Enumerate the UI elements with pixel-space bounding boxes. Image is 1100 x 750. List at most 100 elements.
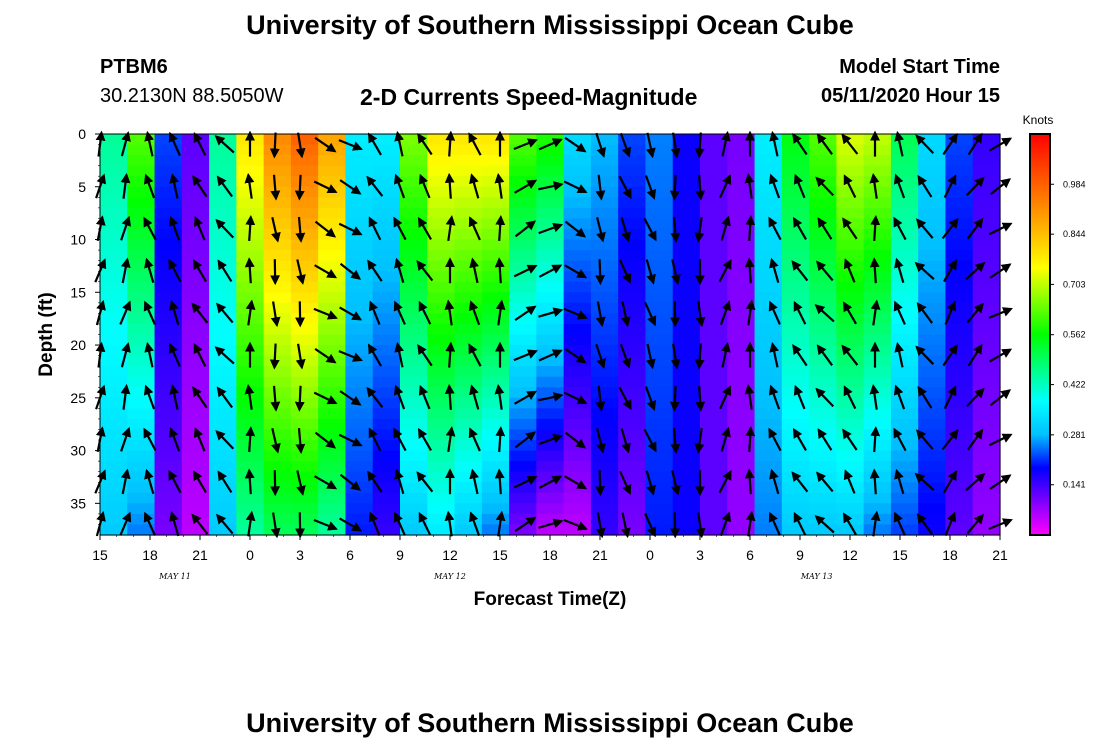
heatmap-cell — [727, 334, 756, 346]
current-vector-arrow — [314, 264, 338, 279]
heatmap-cell — [645, 513, 674, 526]
heatmap-cell — [563, 176, 592, 188]
current-vector-arrow — [744, 172, 755, 199]
heatmap-cell — [345, 155, 374, 167]
heatmap-cell — [100, 134, 128, 146]
heatmap-cell — [209, 292, 237, 304]
current-vector-arrow — [595, 174, 606, 201]
heatmap-cell — [863, 482, 892, 494]
heatmap-cell — [345, 144, 374, 156]
x-tick-label: 9 — [796, 547, 804, 563]
heatmap-cell — [700, 134, 728, 146]
heatmap-cell — [781, 323, 810, 336]
heatmap-cell — [672, 503, 701, 515]
heatmap-cell — [809, 228, 837, 241]
current-vector-arrow — [216, 386, 233, 409]
current-vector-arrow — [618, 386, 632, 411]
current-vector-arrow — [967, 132, 983, 156]
heatmap-cell — [863, 334, 892, 346]
heatmap-cell — [427, 355, 456, 367]
heatmap-cell — [645, 165, 674, 177]
heatmap-cell — [100, 440, 128, 452]
current-vector-arrow — [495, 510, 506, 537]
heatmap-cell — [890, 165, 919, 177]
heatmap-cell — [890, 313, 919, 325]
current-vector-arrow — [244, 468, 255, 495]
heatmap-cell — [700, 144, 728, 156]
heatmap-cell — [318, 461, 347, 473]
heatmap-cell — [509, 207, 537, 220]
current-vector-arrow — [694, 343, 705, 370]
heatmap-cell — [618, 355, 647, 367]
heatmap-cell — [263, 366, 292, 378]
heatmap-cell — [318, 366, 347, 378]
heatmap-cell — [427, 408, 456, 420]
current-vector-arrow — [841, 344, 859, 366]
heatmap-cell — [372, 186, 401, 198]
heatmap-cell — [700, 302, 728, 314]
current-vector-arrow — [366, 386, 384, 408]
heatmap-cell — [863, 292, 892, 304]
heatmap-cell — [400, 313, 428, 325]
heatmap-cell — [127, 302, 156, 314]
current-vector-arrow — [718, 469, 732, 494]
heatmap-cell — [918, 239, 947, 251]
current-vector-arrow — [418, 173, 431, 199]
heatmap-cell — [618, 450, 647, 462]
heatmap-cell — [590, 292, 619, 304]
heatmap-cell — [318, 165, 347, 177]
heatmap-cell — [154, 418, 183, 431]
heatmap-cell — [154, 397, 183, 409]
current-vector-arrow — [468, 511, 481, 537]
heatmap-cell — [454, 408, 483, 420]
current-vector-arrow — [620, 217, 631, 243]
heatmap-cell — [972, 440, 1001, 452]
heatmap-cell — [427, 513, 456, 526]
heatmap-cell — [127, 429, 156, 441]
heatmap-cell — [918, 387, 947, 399]
heatmap-cell — [672, 513, 701, 526]
current-vector-arrow — [564, 475, 588, 490]
heatmap-cell — [481, 397, 510, 409]
heatmap-cell — [290, 461, 319, 473]
current-vector-arrow — [538, 475, 563, 489]
current-vector-arrow — [468, 300, 481, 326]
heatmap-cell — [836, 334, 865, 346]
heatmap-cell — [536, 471, 565, 483]
heatmap-cell — [727, 355, 756, 367]
heatmap-cell — [209, 408, 237, 420]
heatmap-cell — [290, 397, 319, 409]
heatmap-cell — [236, 239, 265, 251]
current-vector-arrow — [768, 384, 781, 410]
heatmap-cell — [372, 429, 401, 441]
heatmap-cell — [263, 197, 292, 209]
current-vector-arrow — [563, 518, 588, 531]
heatmap-cell — [454, 260, 483, 272]
heatmap-cell — [372, 418, 401, 431]
heatmap-cell — [972, 387, 1001, 399]
heatmap-cell — [181, 334, 210, 346]
heatmap-cell — [618, 366, 647, 378]
heatmap-cell — [754, 292, 783, 304]
x-tick-label: 0 — [246, 547, 254, 563]
heatmap-cell — [400, 513, 428, 526]
current-vector-arrow — [120, 215, 132, 241]
current-vector-arrow — [816, 471, 834, 493]
heatmap-cell — [672, 302, 701, 314]
current-vector-arrow — [144, 341, 154, 368]
heatmap-cell — [972, 524, 1001, 536]
heatmap-cell — [918, 144, 947, 156]
heatmap-cell — [890, 450, 919, 462]
heatmap-cell — [318, 281, 347, 293]
heatmap-cell — [754, 355, 783, 367]
current-vector-arrow — [894, 468, 905, 495]
heatmap-cell — [290, 471, 319, 483]
heatmap-cell — [400, 461, 428, 473]
heatmap-cell — [645, 524, 674, 536]
heatmap-cell — [863, 207, 892, 220]
heatmap-cell — [972, 186, 1001, 198]
heatmap-cell — [536, 345, 565, 357]
heatmap-cell — [972, 134, 1001, 146]
current-vector-arrow — [744, 468, 755, 495]
heatmap-cell — [209, 418, 237, 431]
